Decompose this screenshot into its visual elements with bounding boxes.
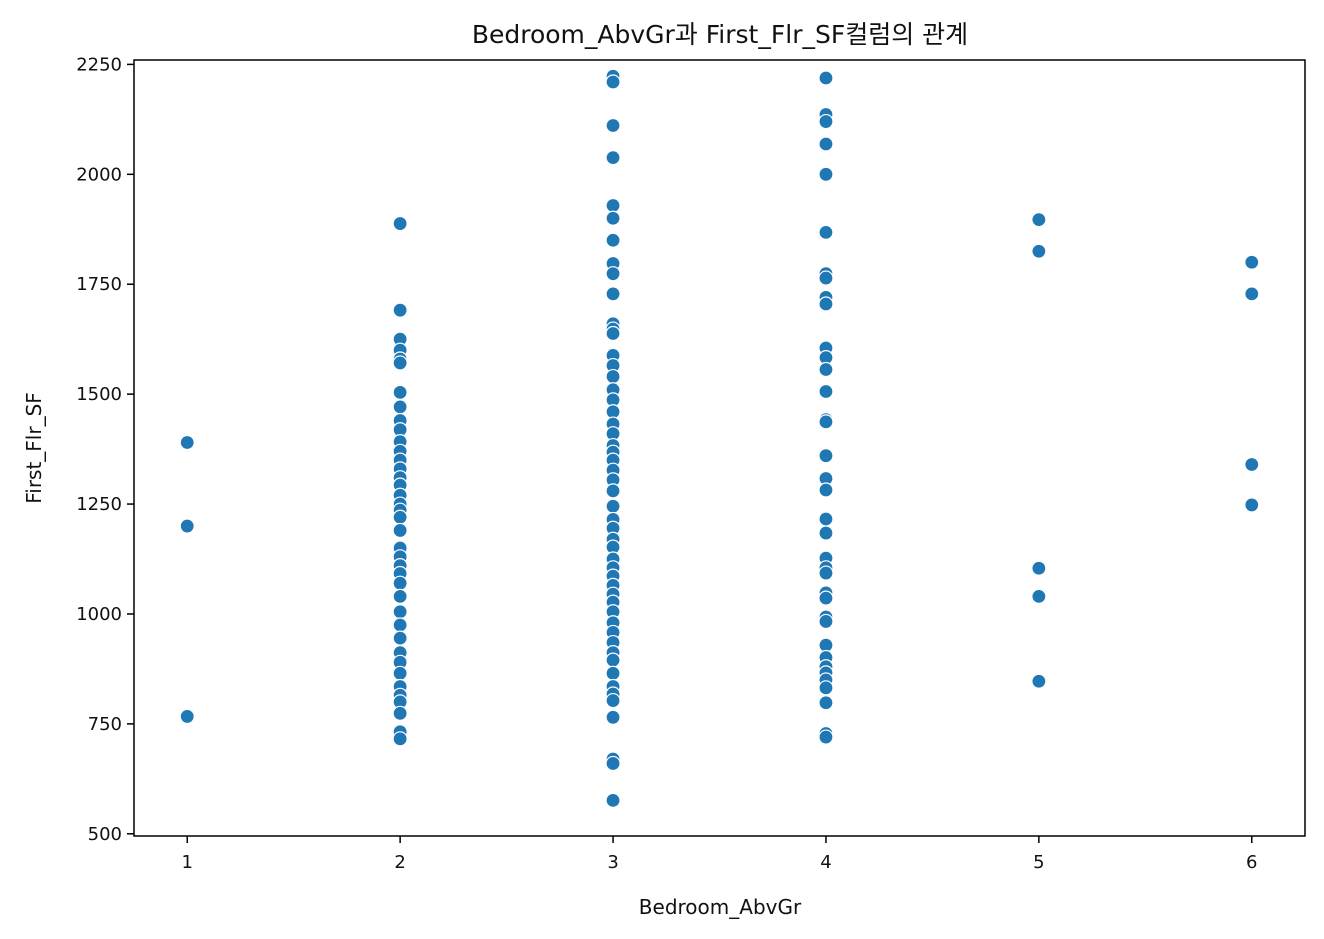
data-point <box>605 197 621 214</box>
data-point <box>818 525 834 541</box>
data-point <box>605 286 621 302</box>
data-point <box>605 665 621 681</box>
data-point <box>818 565 834 581</box>
y-tick-label: 750 <box>88 714 122 735</box>
data-point <box>605 755 621 772</box>
data-point <box>1031 211 1047 228</box>
data-point <box>818 224 834 240</box>
data-point <box>392 630 408 646</box>
data-point <box>818 511 834 527</box>
data-point <box>392 355 408 371</box>
data-point <box>1244 456 1260 473</box>
data-point <box>818 729 834 745</box>
data-point <box>1031 673 1047 689</box>
data-point <box>605 210 621 226</box>
data-point <box>605 368 621 385</box>
data-point <box>605 483 621 499</box>
data-point <box>392 509 408 525</box>
data-point <box>818 361 834 378</box>
data-point <box>818 448 834 464</box>
y-tick-label: 1250 <box>76 494 122 515</box>
data-point <box>605 232 621 248</box>
data-point <box>818 113 834 130</box>
x-tick-label: 3 <box>607 852 618 873</box>
data-points <box>179 68 1260 808</box>
plot-frame <box>133 59 1306 837</box>
data-point <box>392 399 408 415</box>
data-point <box>1031 588 1047 604</box>
data-point <box>605 792 621 808</box>
data-point <box>392 705 408 721</box>
x-tick-label: 4 <box>820 852 831 873</box>
data-point <box>179 434 195 451</box>
x-axis: 1 2 3 4 5 6 <box>182 836 1257 873</box>
data-point <box>818 136 834 152</box>
data-point <box>392 731 408 747</box>
x-tick-label: 5 <box>1033 852 1044 873</box>
x-tick-label: 6 <box>1246 852 1257 873</box>
y-tick-label: 2250 <box>76 54 122 75</box>
data-point <box>605 117 621 134</box>
data-point <box>605 692 621 709</box>
data-point <box>605 266 621 282</box>
x-tick-label: 2 <box>394 852 405 873</box>
y-tick-label: 500 <box>88 824 122 845</box>
data-point <box>818 296 834 312</box>
data-point <box>818 590 834 606</box>
data-point <box>179 708 195 725</box>
data-point <box>818 695 834 711</box>
data-point <box>818 70 834 86</box>
y-tick-label: 1500 <box>76 384 122 405</box>
data-point <box>605 150 621 166</box>
data-point <box>1031 560 1047 576</box>
data-point <box>818 383 834 400</box>
x-axis-label: Bedroom_AbvGr <box>639 895 802 919</box>
data-point <box>818 680 834 696</box>
data-point <box>818 414 834 430</box>
data-point <box>1244 497 1260 513</box>
data-point <box>1031 243 1047 259</box>
data-point <box>818 166 834 182</box>
data-point <box>818 482 834 498</box>
data-point <box>605 498 621 514</box>
data-point <box>392 617 408 633</box>
data-point <box>818 270 834 286</box>
data-point <box>1244 254 1260 270</box>
data-point <box>605 709 621 725</box>
data-point <box>605 652 621 668</box>
data-point <box>179 518 195 534</box>
y-axis-label: First_Flr_SF <box>22 392 46 504</box>
y-tick-label: 1750 <box>76 274 122 295</box>
data-point <box>1244 286 1260 302</box>
data-point <box>605 74 621 90</box>
data-point <box>392 215 408 232</box>
data-point <box>392 522 408 539</box>
y-axis: 500 750 1000 1250 1500 1750 2000 2250 <box>76 54 134 845</box>
data-point <box>392 384 408 400</box>
y-tick-label: 2000 <box>76 164 122 185</box>
data-point <box>818 613 834 630</box>
x-tick-label: 1 <box>182 852 193 873</box>
y-tick-label: 1000 <box>76 604 122 625</box>
data-point <box>392 665 408 681</box>
data-point <box>392 302 408 318</box>
data-point <box>392 604 408 620</box>
data-point <box>392 575 408 591</box>
chart-title: Bedroom_AbvGr과 First_Flr_SF컬럼의 관계 <box>472 20 968 49</box>
data-point <box>392 588 408 604</box>
data-point <box>605 325 621 342</box>
